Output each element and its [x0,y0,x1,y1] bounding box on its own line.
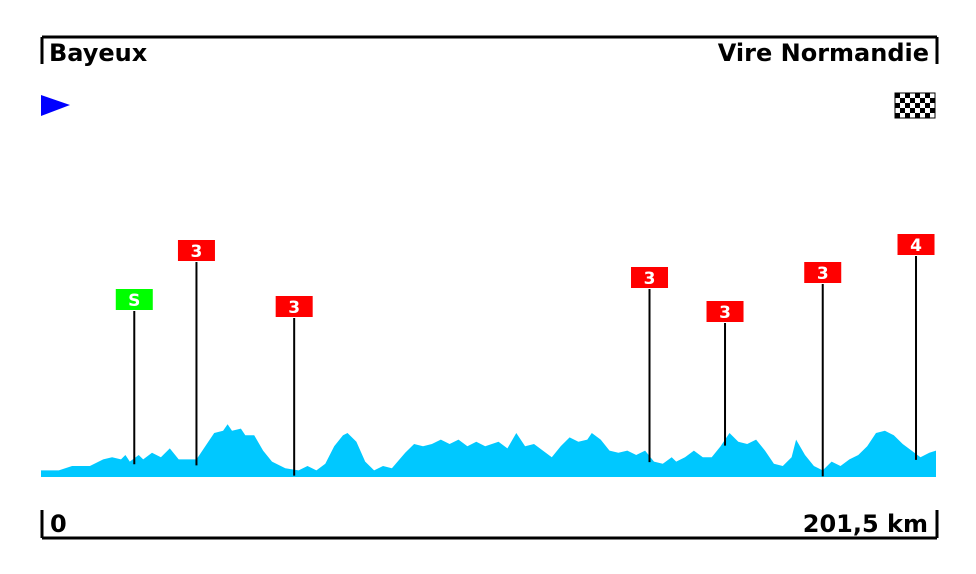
checker-square [925,93,930,98]
checker-square [905,93,910,98]
checker-square [915,113,920,118]
end-km-label: 201,5 km [803,510,928,538]
checker-square [920,108,925,113]
checker-square [910,108,915,113]
checker-square [915,103,920,108]
climb-category-label: 3 [719,303,731,323]
elevation-profile-area [41,424,936,477]
climb-badge [897,234,935,255]
checker-square [900,108,905,113]
checker-square [915,93,920,98]
start-flag-icon [41,95,70,116]
checker-square [905,113,910,118]
checker-square [910,98,915,103]
climb-category-label: 3 [644,269,656,289]
checker-square [895,113,900,118]
checker-square [920,98,925,103]
climb-badge [706,301,744,322]
climb-badge [275,296,313,317]
climb-category-label: 3 [191,242,203,262]
sprint-badge [115,289,153,310]
checker-square [905,103,910,108]
climb-badge [631,267,669,288]
checker-square [925,113,930,118]
climb-category-label: 3 [817,264,829,284]
climb-category-label: 3 [288,298,300,318]
checker-square [930,98,935,103]
climb-badge [177,240,215,261]
finish-city-label: Vire Normandie [718,39,929,67]
checker-square [930,108,935,113]
climb-category-label: 4 [910,236,922,256]
checker-square [900,98,905,103]
start-km-label: 0 [50,510,67,538]
sprint-badge-label: S [128,291,140,311]
checkered-flag-icon [894,92,936,119]
start-city-label: Bayeux [49,39,148,67]
climb-badge [804,262,842,283]
checker-square [895,93,900,98]
checker-square [925,103,930,108]
markers-layer: S 3 3 3 3 3 4 [115,234,935,477]
checker-square [895,103,900,108]
